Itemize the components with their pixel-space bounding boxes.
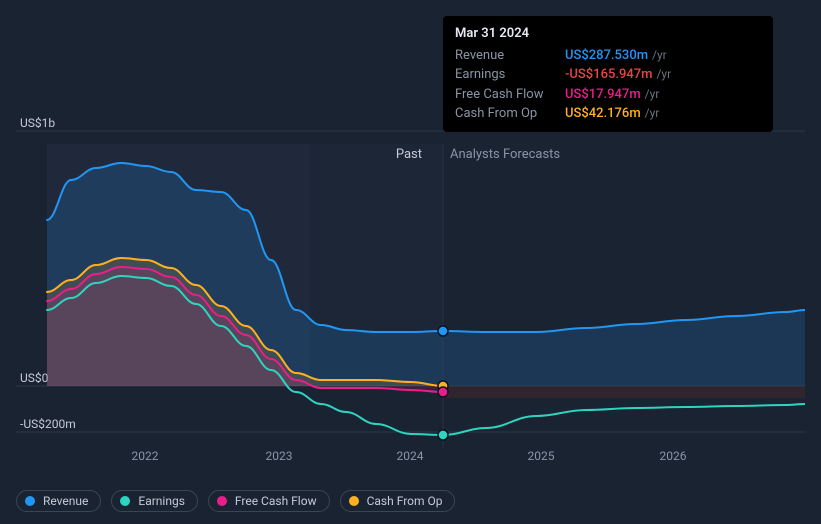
svg-text:-US$200m: -US$200m xyxy=(20,417,76,431)
legend-item-label: Revenue xyxy=(43,495,88,507)
svg-text:2022: 2022 xyxy=(132,449,159,463)
svg-text:US$0: US$0 xyxy=(20,371,49,385)
tooltip-row: Cash From OpUS$42.176m/yr xyxy=(455,104,761,124)
svg-text:2024: 2024 xyxy=(397,449,424,463)
legend: Revenue Earnings Free Cash Flow Cash From O… xyxy=(16,490,455,512)
tooltip-row-unit: /yr xyxy=(645,85,660,105)
tooltip-row-value: -US$165.947m xyxy=(565,65,652,85)
tooltip-title: Mar 31 2024 xyxy=(455,24,761,44)
legend-item-label: Cash From Op xyxy=(367,495,443,507)
tooltip-row-label: Revenue xyxy=(455,46,565,66)
legend-dot-icon xyxy=(349,496,359,506)
svg-text:2026: 2026 xyxy=(660,449,687,463)
section-label-forecast: Analysts Forecasts xyxy=(450,147,560,162)
tooltip-row-label: Free Cash Flow xyxy=(455,85,565,105)
legend-dot-icon xyxy=(25,496,35,506)
tooltip-row-unit: /yr xyxy=(652,46,667,66)
legend-item-label: Free Cash Flow xyxy=(235,495,317,507)
tooltip-row: Earnings-US$165.947m/yr xyxy=(455,65,761,85)
legend-item-freecashflow[interactable]: Free Cash Flow xyxy=(208,490,330,512)
legend-item-label: Earnings xyxy=(138,495,185,507)
legend-item-revenue[interactable]: Revenue xyxy=(16,490,101,512)
tooltip-row: Free Cash FlowUS$17.947m/yr xyxy=(455,85,761,105)
legend-item-earnings[interactable]: Earnings xyxy=(111,490,198,512)
tooltip-row-value: US$17.947m xyxy=(565,85,641,105)
tooltip-row-label: Cash From Op xyxy=(455,104,565,124)
svg-text:2025: 2025 xyxy=(528,449,555,463)
legend-dot-icon xyxy=(217,496,227,506)
tooltip-row-value: US$287.530m xyxy=(565,46,648,66)
tooltip-row-unit: /yr xyxy=(645,104,660,124)
tooltip-row-label: Earnings xyxy=(455,65,565,85)
tooltip-row-value: US$42.176m xyxy=(565,104,641,124)
tooltip: Mar 31 2024 RevenueUS$287.530m/yrEarning… xyxy=(443,16,773,132)
tooltip-row: RevenueUS$287.530m/yr xyxy=(455,46,761,66)
tooltip-row-unit: /yr xyxy=(656,65,671,85)
legend-dot-icon xyxy=(120,496,130,506)
svg-text:US$1b: US$1b xyxy=(20,116,55,130)
section-label-past: Past xyxy=(396,147,422,162)
svg-text:2023: 2023 xyxy=(266,449,293,463)
legend-item-cashfromop[interactable]: Cash From Op xyxy=(340,490,456,512)
chart-container: US$1b US$0 -US$200m 2022 2023 2024 2025 2026 Pa… xyxy=(16,0,805,484)
